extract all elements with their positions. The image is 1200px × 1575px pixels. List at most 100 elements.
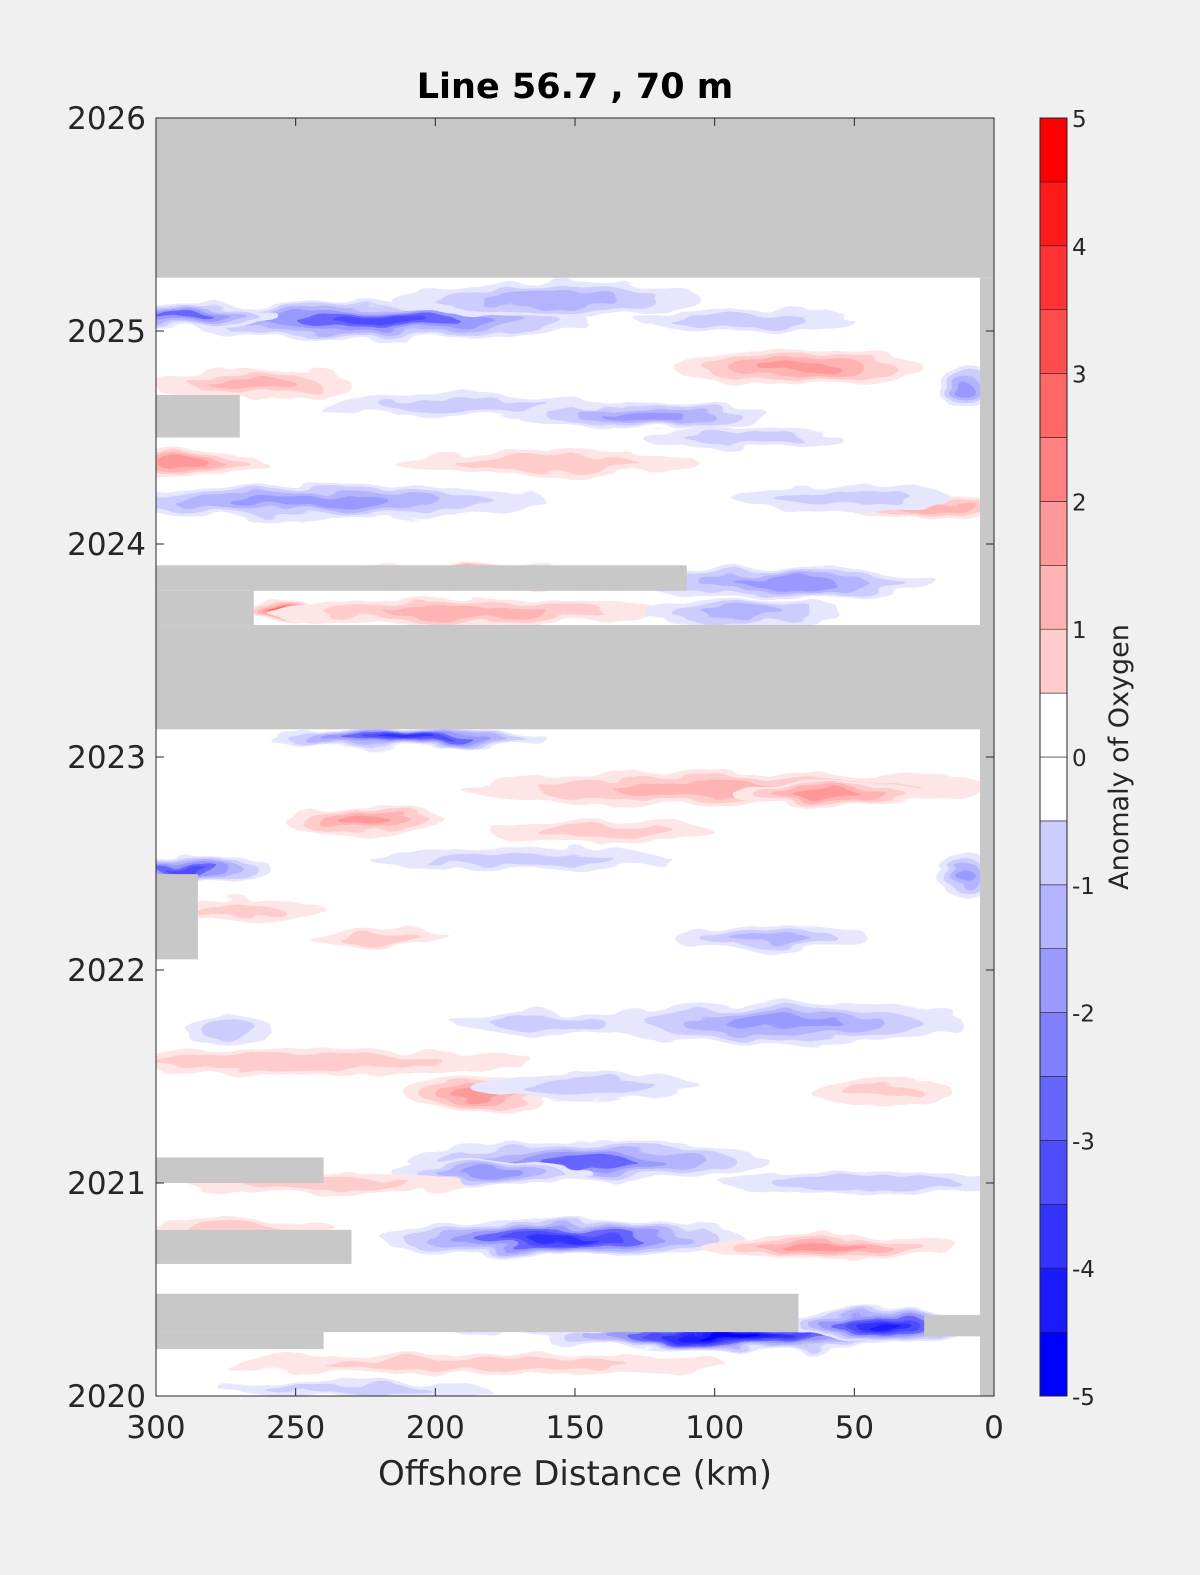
anomaly-feature (156, 450, 268, 476)
anomaly-feature (630, 309, 855, 331)
contour-band (733, 577, 836, 588)
y-tick-label: 2023 (67, 740, 146, 776)
contour-band (426, 852, 612, 866)
missing-region (156, 1293, 799, 1333)
contour-band (230, 495, 389, 508)
x-tick-label: 250 (266, 1410, 325, 1446)
y-tick-label: 2024 (67, 527, 146, 563)
x-tick-label: 300 (126, 1410, 185, 1446)
contour-band (189, 903, 291, 917)
colorbar-tick-label: 1 (1072, 618, 1087, 644)
contour-band (200, 1021, 251, 1038)
contour-band (379, 606, 548, 618)
anomaly-feature (477, 1074, 701, 1100)
anomaly-feature (225, 1353, 729, 1375)
colorbar-swatch (1039, 820, 1068, 886)
colorbar-swatch (1039, 948, 1068, 1013)
anomaly-feature (700, 1234, 953, 1260)
contour-band (481, 291, 613, 307)
colorbar-swatch (1039, 1267, 1068, 1333)
colorbar-swatch (1039, 884, 1068, 949)
colorbar-tick-label: -2 (1072, 1002, 1095, 1028)
x-axis: 300 250 200 150 100 50 0 (126, 118, 1004, 1446)
anomaly-feature (672, 925, 869, 951)
colorbar-tick-label: -5 (1072, 1385, 1095, 1411)
anomaly-feature (183, 1016, 268, 1043)
anomaly-feature (602, 1001, 967, 1045)
contour-band (211, 377, 296, 391)
contour-band (488, 1016, 606, 1030)
anomaly-feature (449, 1012, 645, 1034)
contour-band (793, 788, 859, 798)
contour-band (602, 411, 687, 421)
colorbar-swatch (1039, 117, 1068, 183)
anomaly-feature (309, 929, 450, 947)
anomaly-feature (156, 369, 352, 400)
colorbar-swatch (1039, 181, 1068, 247)
missing-region (156, 1332, 324, 1350)
contour-band (379, 399, 548, 412)
anomaly-feature (393, 1159, 589, 1186)
contour-band (756, 361, 841, 373)
contour-band (521, 1079, 657, 1095)
colorbar-label: Anomaly of Oxygen (1104, 624, 1135, 890)
colorbar-swatch (1039, 1076, 1068, 1141)
contour-band (535, 823, 670, 840)
colorbar-swatch (1039, 437, 1068, 502)
contour-band (379, 735, 436, 740)
contour-band (683, 431, 802, 444)
colorbar-swatch (1039, 1204, 1068, 1269)
colorbar-tick-label: -1 (1072, 874, 1095, 900)
colorbar-swatch (1039, 756, 1068, 822)
chart-title: Line 56.7 , 70 m (417, 67, 734, 107)
contour-band (700, 606, 785, 618)
anomaly-feature (156, 484, 547, 519)
missing-region (156, 394, 240, 438)
anomaly-feature (938, 367, 994, 410)
anomaly-feature (365, 848, 673, 870)
contour-band (675, 313, 810, 327)
anomaly-feature (156, 303, 282, 329)
colorbar-tick-label: -3 (1072, 1129, 1095, 1155)
anomaly-feature (393, 450, 701, 476)
colorbar-swatch (1039, 1140, 1068, 1205)
contour-band (156, 1053, 439, 1070)
anomaly-feature (267, 727, 548, 749)
contour-band (524, 1234, 598, 1243)
y-tick-label: 2020 (67, 1379, 146, 1415)
contour-band (157, 312, 211, 320)
missing-region (156, 1157, 324, 1183)
colorbar-tick-label: -4 (1072, 1257, 1095, 1283)
contour-band (337, 932, 422, 944)
y-tick-label: 2025 (67, 314, 146, 350)
missing-region (980, 277, 994, 1396)
colorbar-tick-label: 2 (1072, 490, 1087, 516)
colorbar-swatch (1039, 564, 1068, 630)
contour-band (866, 1322, 899, 1329)
colorbar-tick-label: 4 (1072, 235, 1087, 261)
anomaly-feature (323, 394, 603, 417)
anomaly-feature (714, 1172, 994, 1194)
missing-region (156, 118, 994, 278)
y-axis: 2020 2021 2022 2023 2024 2025 2026 (67, 101, 994, 1415)
anomaly-feature (812, 1078, 953, 1105)
colorbar-frame (1039, 117, 1068, 1397)
anomaly-feature (393, 282, 701, 317)
colorbar-swatch (1039, 1012, 1068, 1077)
missing-region (156, 565, 687, 591)
contour-band (699, 1334, 758, 1339)
contour-band (956, 381, 976, 396)
anomaly-feature (630, 567, 939, 598)
missing-region (156, 624, 994, 730)
y-tick-label: 2022 (67, 953, 146, 989)
missing-region (156, 590, 254, 625)
contour-band (728, 932, 813, 944)
missing-region (924, 1315, 994, 1337)
contour-band (454, 455, 640, 471)
contour-band (339, 815, 392, 826)
colorbar-swatch (1039, 373, 1068, 438)
contour-band (776, 1176, 961, 1190)
anomaly-feature (644, 426, 841, 449)
anomaly-feature (728, 780, 925, 806)
